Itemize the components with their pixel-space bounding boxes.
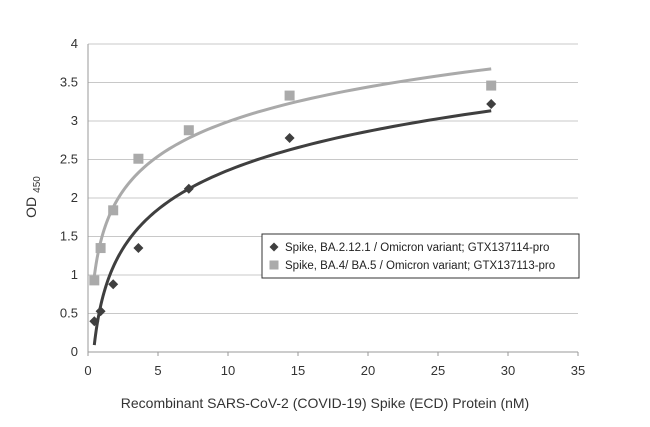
x-axis-label: Recombinant SARS-CoV-2 (COVID-19) Spike … [121,395,529,411]
data-point-series-2 [486,80,497,91]
y-tick-label: 3 [71,113,78,128]
data-point-series-2 [183,125,194,136]
legend-label-series-2: Spike, BA.4/ BA.5 / Omicron variant; GTX… [285,260,555,272]
y-tick-label: 1.5 [60,229,78,244]
x-tick-label: 25 [431,363,445,378]
legend-label-series-1: Spike, BA.2.12.1 / Omicron variant; GTX1… [285,242,549,254]
x-tick-label: 35 [571,363,585,378]
data-points [89,80,497,327]
x-tick-label: 0 [84,363,91,378]
trendline-series-1 [92,109,492,346]
x-tick-label: 5 [154,363,161,378]
x-tick-label: 30 [501,363,515,378]
data-point-series-1 [95,306,106,317]
legend-box [261,233,580,279]
x-tick-label: 15 [291,363,305,378]
y-tick-label: 1 [71,267,78,282]
y-axis-label-main: OD [23,197,39,218]
x-tick-label: 20 [361,363,375,378]
data-point-series-2 [95,243,106,254]
trendline-series-2 [92,67,492,277]
data-point-series-1 [108,279,119,290]
y-tick-label: 4 [71,36,78,51]
tick-labels: 0 0.5 1 1.5 2 2.5 3 3.5 4 0 5 10 15 20 25 30 35 [60,36,585,378]
data-point-series-1 [486,99,497,110]
legend-marker-series-1 [269,242,279,252]
axes [87,44,579,356]
y-axis-label: OD 450 [23,176,43,218]
data-point-series-1 [183,183,194,194]
y-axis-label-subscript: 450 [32,176,43,193]
trendlines [92,67,492,346]
legend: Spike, BA.2.12.1 / Omicron variant; GTX1… [261,233,580,279]
x-tick-label: 10 [221,363,235,378]
data-point-series-2 [108,205,119,216]
y-tick-label: 0 [71,344,78,359]
y-tick-label: 2.5 [60,152,78,167]
data-point-series-2 [133,153,144,164]
data-point-series-2 [89,275,100,286]
data-point-series-1 [89,316,100,327]
y-tick-label: 0.5 [60,306,78,321]
y-tick-label: 2 [71,190,78,205]
legend-marker-series-2 [269,260,279,270]
data-point-series-2 [284,90,295,101]
y-tick-label: 3.5 [60,75,78,90]
data-point-series-1 [284,132,295,143]
data-point-series-1 [133,243,144,254]
